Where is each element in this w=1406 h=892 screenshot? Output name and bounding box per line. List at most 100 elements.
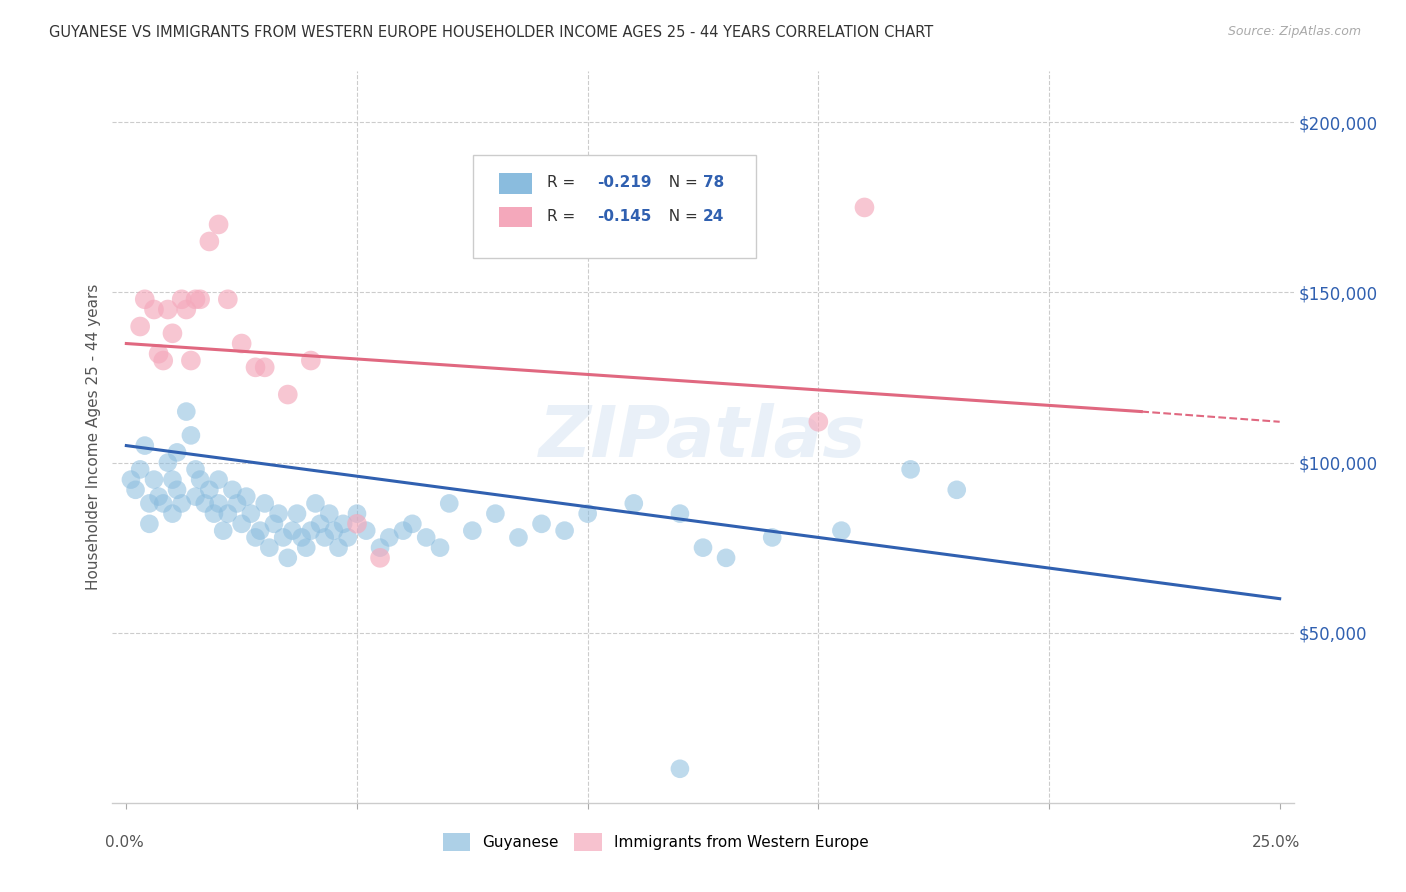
Point [231, 516, 253, 531]
Point [184, 490, 207, 504]
Point [221, 483, 243, 497]
Point [166, 445, 188, 459]
Point [309, 516, 332, 531]
Point [263, 516, 285, 531]
Point [207, 218, 229, 232]
Text: ZIPatlas: ZIPatlas [540, 402, 866, 472]
Point [807, 415, 830, 429]
Point [669, 507, 692, 521]
Point [129, 319, 152, 334]
Point [392, 524, 415, 538]
Point [148, 347, 170, 361]
Point [235, 490, 257, 504]
Point [180, 353, 202, 368]
Point [299, 524, 322, 538]
Point [508, 531, 530, 545]
Point [714, 550, 737, 565]
Point [152, 496, 174, 510]
Point [162, 507, 184, 521]
Point [576, 507, 599, 521]
Point [830, 524, 852, 538]
Point [217, 293, 239, 307]
Point [318, 507, 340, 521]
Point [285, 507, 308, 521]
Point [328, 541, 350, 555]
Point [623, 496, 645, 510]
Point [134, 293, 156, 307]
Point [166, 483, 188, 497]
Point [378, 531, 401, 545]
Text: N =: N = [659, 209, 703, 224]
Point [669, 762, 692, 776]
Point [198, 483, 221, 497]
Point [143, 302, 166, 317]
Point [217, 507, 239, 521]
Text: R =: R = [547, 175, 581, 190]
Point [170, 293, 193, 307]
Text: 25.0%: 25.0% [1253, 836, 1301, 850]
Point [162, 326, 184, 341]
FancyBboxPatch shape [499, 207, 531, 227]
FancyBboxPatch shape [472, 155, 756, 258]
Point [461, 524, 484, 538]
Point [207, 496, 229, 510]
Text: -0.219: -0.219 [596, 175, 651, 190]
Point [174, 302, 197, 317]
Point [346, 516, 368, 531]
Point [554, 524, 576, 538]
Point [188, 473, 211, 487]
Point [401, 516, 423, 531]
Point [212, 524, 235, 538]
Point [322, 524, 346, 538]
Point [245, 360, 267, 375]
Point [332, 516, 354, 531]
Point [945, 483, 967, 497]
Legend: Guyanese, Immigrants from Western Europe: Guyanese, Immigrants from Western Europe [437, 827, 875, 857]
FancyBboxPatch shape [499, 173, 531, 194]
Point [277, 387, 299, 401]
Point [162, 473, 184, 487]
Point [138, 496, 160, 510]
Point [281, 524, 304, 538]
Point [124, 483, 146, 497]
Point [226, 496, 249, 510]
Point [120, 473, 142, 487]
Point [267, 507, 290, 521]
Point [134, 439, 156, 453]
Text: 78: 78 [703, 175, 724, 190]
Point [295, 541, 318, 555]
Point [207, 473, 229, 487]
Point [253, 360, 276, 375]
Text: Source: ZipAtlas.com: Source: ZipAtlas.com [1227, 25, 1361, 38]
Point [138, 516, 160, 531]
Point [692, 541, 714, 555]
Y-axis label: Householder Income Ages 25 - 44 years: Householder Income Ages 25 - 44 years [86, 284, 101, 591]
Text: 0.0%: 0.0% [105, 836, 145, 850]
Point [354, 524, 377, 538]
Point [277, 550, 299, 565]
Point [239, 507, 262, 521]
Point [184, 462, 207, 476]
Point [253, 496, 276, 510]
Text: R =: R = [547, 209, 581, 224]
Point [530, 516, 553, 531]
Point [761, 531, 783, 545]
Point [156, 302, 179, 317]
Point [336, 531, 359, 545]
Point [304, 496, 326, 510]
Point [202, 507, 225, 521]
Point [148, 490, 170, 504]
Point [900, 462, 922, 476]
Point [249, 524, 271, 538]
Point [156, 456, 179, 470]
Point [194, 496, 217, 510]
Text: -0.145: -0.145 [596, 209, 651, 224]
Point [415, 531, 437, 545]
Point [314, 531, 336, 545]
Point [368, 550, 391, 565]
Point [484, 507, 506, 521]
Point [429, 541, 451, 555]
Point [439, 496, 461, 510]
Point [170, 496, 193, 510]
Point [180, 428, 202, 442]
